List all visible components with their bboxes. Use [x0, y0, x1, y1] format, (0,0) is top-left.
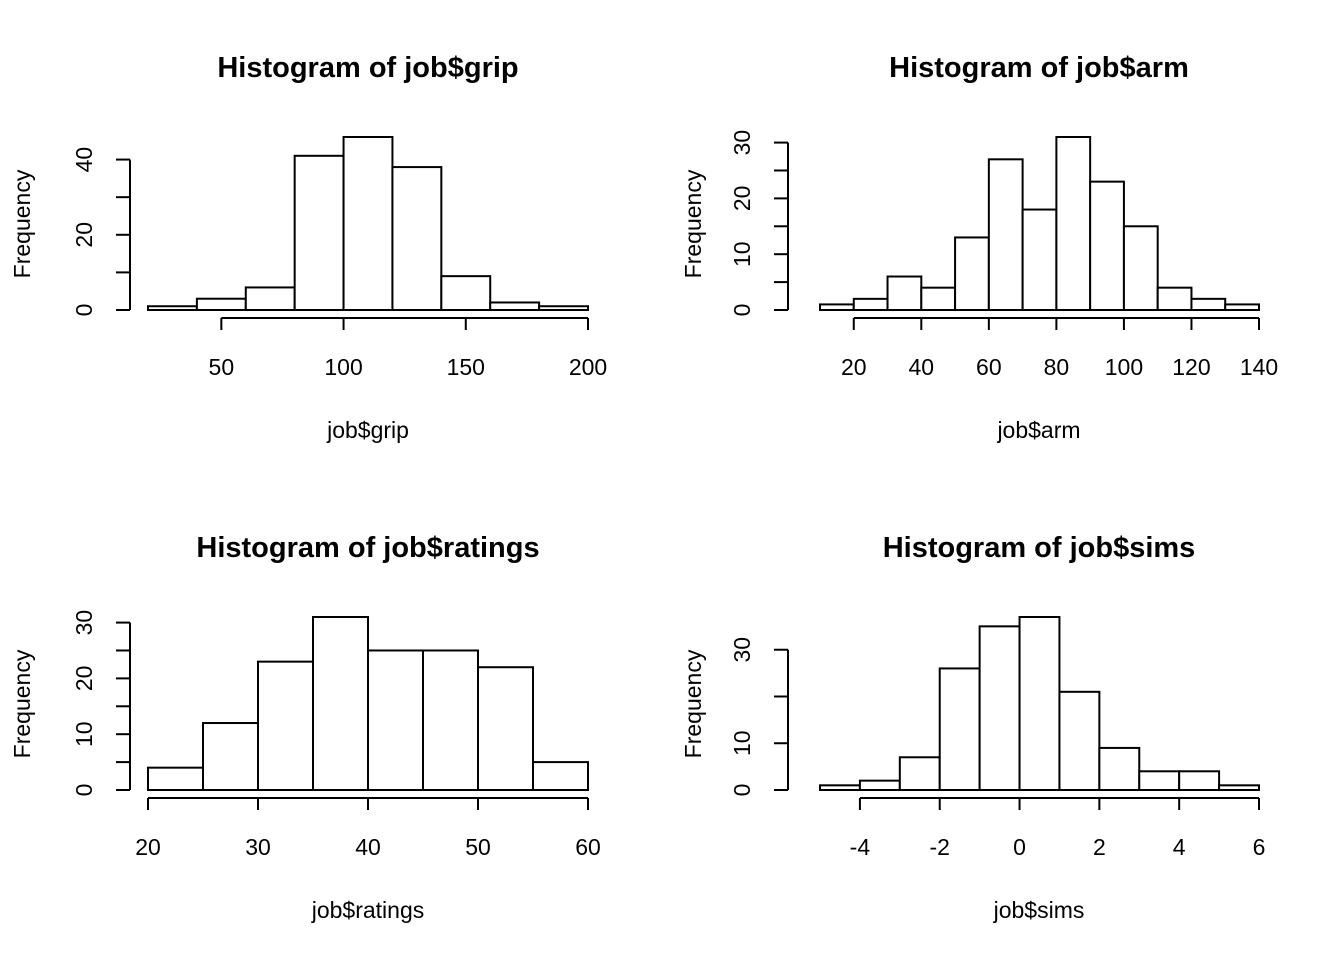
y-tick-label: 0: [71, 784, 97, 797]
histogram-bar: [1018, 616, 1061, 791]
x-tick-label: 6: [1253, 834, 1266, 860]
histogram-bar: [367, 649, 424, 792]
x-tick-label: 4: [1173, 834, 1186, 860]
histogram-bar: [532, 761, 589, 792]
histogram-bar: [1224, 303, 1260, 311]
x-tick-label: 140: [1240, 354, 1278, 380]
histogram-bar: [1190, 297, 1227, 312]
y-tick-label: 20: [729, 186, 755, 212]
x-tick-label: 50: [465, 834, 491, 860]
y-tick-label: 20: [71, 222, 97, 248]
x-tick-label: 60: [575, 834, 601, 860]
y-tick-label: 0: [729, 304, 755, 317]
histogram-bar: [1098, 746, 1141, 792]
histogram-bar: [819, 784, 861, 792]
histogram-bar: [852, 297, 889, 312]
histogram-bar: [858, 779, 901, 791]
y-tick-label: 20: [71, 666, 97, 692]
histogram-bar: [422, 649, 479, 792]
histogram-bar: [538, 305, 589, 312]
panel-ratings-histogram: Histogram of job$ratings job$ratings Fre…: [9, 532, 601, 923]
x-tick-label: 50: [209, 354, 235, 380]
x-tick-label: 30: [245, 834, 271, 860]
y-tick-label: 0: [729, 784, 755, 797]
histogram-bar: [978, 625, 1021, 792]
histogram-bar: [1055, 136, 1092, 311]
x-axis-label: job$sims: [993, 897, 1085, 923]
x-tick-label: 40: [909, 354, 935, 380]
x-axis-label: job$arm: [996, 417, 1080, 443]
panel-grip-histogram: Histogram of job$grip job$grip Frequency…: [9, 52, 607, 443]
histogram-bar: [819, 303, 855, 311]
x-axis-label: job$grip: [326, 417, 409, 443]
x-tick-label: 40: [355, 834, 381, 860]
histogram-bar: [147, 305, 198, 312]
chart-title: Histogram of job$grip: [217, 52, 518, 84]
x-tick-label: 100: [1105, 354, 1143, 380]
histogram-bar: [920, 286, 957, 312]
x-tick-label: 2: [1093, 834, 1106, 860]
histogram-bar: [1156, 286, 1193, 312]
histogram-bar: [257, 660, 314, 791]
y-tick-label: 40: [71, 147, 97, 173]
y-tick-label: 30: [729, 637, 755, 663]
y-axis-label: Frequency: [9, 169, 35, 278]
histogram-bar: [1021, 208, 1058, 311]
x-tick-label: 0: [1013, 834, 1026, 860]
y-tick-label: 30: [71, 610, 97, 636]
panel-sims-histogram: Histogram of job$sims job$sims Frequency…: [680, 532, 1265, 923]
histogram-bar: [954, 236, 990, 311]
histogram-bar: [938, 667, 981, 791]
x-tick-label: 200: [569, 354, 607, 380]
x-tick-label: 60: [976, 354, 1002, 380]
y-tick-label: 10: [71, 721, 97, 747]
histogram-bar: [477, 666, 534, 792]
y-axis-label: Frequency: [680, 169, 706, 278]
y-tick-label: 10: [729, 730, 755, 756]
y-axis-label: Frequency: [9, 649, 35, 758]
histogram-bar: [293, 154, 345, 311]
x-tick-label: 80: [1044, 354, 1070, 380]
x-tick-label: 100: [324, 354, 362, 380]
chart-title: Histogram of job$arm: [889, 52, 1189, 84]
x-tick-label: 120: [1172, 354, 1210, 380]
x-tick-label: -2: [930, 834, 950, 860]
y-tick-label: 0: [71, 304, 97, 317]
x-axis-label: job$ratings: [311, 897, 425, 923]
histogram-bar: [1089, 180, 1125, 311]
histogram-bar: [342, 136, 394, 311]
y-axis-label: Frequency: [680, 649, 706, 758]
histogram-bar: [1218, 784, 1261, 792]
x-tick-label: 20: [135, 834, 161, 860]
x-tick-label: 150: [447, 354, 485, 380]
histogram-bar: [147, 766, 204, 792]
histogram-bar: [202, 722, 259, 792]
histogram-bar: [1138, 770, 1181, 792]
histogram-bar: [489, 301, 541, 312]
histogram-bar: [195, 297, 247, 311]
histogram-bar: [886, 275, 923, 312]
histogram-bar: [987, 158, 1024, 311]
y-tick-label: 30: [729, 130, 755, 156]
histogram-bar: [440, 275, 492, 311]
x-tick-label: 20: [841, 354, 867, 380]
chart-title: Histogram of job$ratings: [196, 532, 539, 564]
histogram-bar: [898, 756, 941, 791]
histogram-bar: [312, 616, 369, 791]
histogram-bar: [1122, 225, 1159, 312]
chart-title: Histogram of job$sims: [883, 532, 1196, 564]
histogram-bar: [1178, 770, 1221, 792]
histogram-bar: [244, 286, 296, 312]
histogram-bar: [391, 166, 443, 311]
y-tick-label: 10: [729, 241, 755, 267]
panel-arm-histogram: Histogram of job$arm job$arm Frequency 2…: [680, 52, 1278, 443]
histogram-bar: [1058, 690, 1101, 791]
x-tick-label: -4: [850, 834, 871, 860]
